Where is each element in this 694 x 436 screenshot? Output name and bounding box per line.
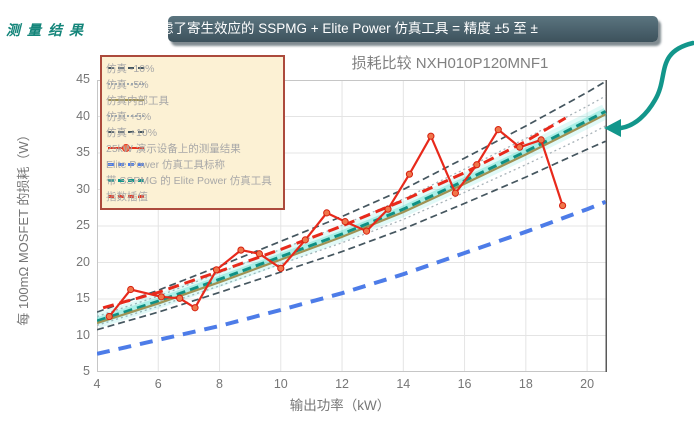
series-25kW 演示设备上的测量结果 — [108, 127, 564, 318]
y-tick-40: 40 — [76, 108, 90, 123]
arrowhead-icon — [604, 119, 621, 137]
legend-item: 仿真 +10% — [106, 124, 279, 140]
legend-line-sample — [108, 83, 144, 85]
legend-item: Elite Power 仿真工具标称 — [106, 156, 279, 172]
legend-label: Elite Power 仿真工具标称 — [106, 159, 226, 171]
legend-item: 25kW 演示设备上的测量结果 — [106, 140, 279, 156]
series-仿真 -10% — [96, 140, 606, 331]
chart-canvas — [94, 80, 609, 372]
plot-area — [94, 80, 609, 372]
legend-label: 仿真 -10% — [106, 63, 155, 75]
legend-label: 仿真 -5% — [106, 79, 149, 91]
y-tick-35: 35 — [76, 145, 90, 159]
legend-label: 带 SSPMG 的 Elite Power 仿真工具 — [106, 175, 272, 187]
legend-line-sample — [108, 67, 144, 69]
legend-label: 25kW 演示设备上的测量结果 — [106, 143, 241, 155]
legend-line-sample — [108, 195, 144, 198]
series-指数插值 — [102, 116, 567, 310]
legend-label: 仿真内部工具 — [106, 95, 169, 107]
legend-label: 仿真 +5% — [106, 111, 152, 123]
chart-legend: 仿真 -10% 仿真 -5% 仿真内部工具 仿真 +5% 仿真 +10% 25kW 演示设… — [100, 55, 285, 210]
x-tick-14: 14 — [396, 377, 411, 391]
x-tick-10: 10 — [273, 377, 288, 391]
series-仿真 -5% — [96, 125, 606, 326]
legend-line-sample — [108, 99, 144, 101]
legend-marker-sample — [122, 144, 130, 152]
x-tick-20: 20 — [580, 377, 595, 391]
x-tick-18: 18 — [518, 377, 533, 391]
y-tick-10: 10 — [76, 327, 90, 342]
y-tick-30: 30 — [76, 181, 90, 196]
legend-line-sample — [108, 163, 144, 166]
series-带 SSPMG 的 Elite Power 仿真工具 — [96, 110, 607, 323]
y-tick-20: 20 — [76, 254, 90, 269]
x-tick-16: 16 — [457, 377, 472, 391]
legend-item: 仿真 -5% — [106, 76, 279, 92]
y-axis-label: 每 100mΩ MOSFET 的损耗（W） — [16, 128, 31, 326]
x-tick-4: 4 — [93, 377, 101, 391]
x-tick-12: 12 — [335, 377, 349, 391]
legend-item: 带 SSPMG 的 Elite Power 仿真工具 — [106, 172, 279, 188]
x-tick-6: 6 — [154, 377, 162, 391]
legend-line-sample — [108, 115, 144, 117]
legend-item: 指数插值 — [106, 188, 279, 204]
y-tick-5: 5 — [83, 364, 90, 378]
x-tick-8: 8 — [216, 377, 223, 391]
y-tick-25: 25 — [76, 218, 90, 232]
legend-line-sample — [108, 131, 144, 133]
legend-label: 仿真 +10% — [106, 127, 158, 139]
series-Elite Power 仿真工具标称 — [96, 200, 607, 356]
handwritten-note: 测量结果 — [6, 23, 90, 39]
x-axis-label: 输出功率（kW） — [289, 398, 391, 413]
legend-item: 仿真内部工具 — [106, 92, 279, 108]
chart-title: 损耗比较 NXH010P120MNF1 — [351, 55, 549, 72]
callout-banner: 虑了寄生效应的 SSPMG + Elite Power 仿真工具 = 精度 ±5… — [168, 16, 658, 42]
legend-line-sample — [108, 179, 144, 182]
banner-text: 虑了寄生效应的 SSPMG + Elite Power 仿真工具 = 精度 ±5… — [168, 21, 538, 36]
y-tick-15: 15 — [76, 291, 90, 305]
legend-item: 仿真 -10% — [106, 60, 279, 76]
legend-item: 仿真 +5% — [106, 108, 279, 124]
legend-label: 指数插值 — [106, 191, 148, 203]
curved-callout-arrow — [604, 40, 694, 137]
y-tick-45: 45 — [76, 72, 90, 86]
